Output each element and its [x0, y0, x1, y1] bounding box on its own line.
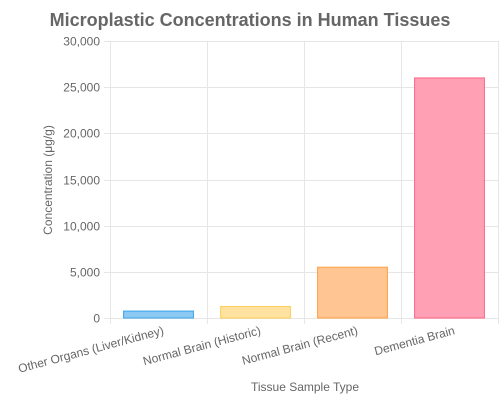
- y-axis-title: Concentration (μg/g): [41, 125, 55, 235]
- chart-title: Microplastic Concentrations in Human Tis…: [50, 10, 451, 30]
- y-tick-label: 15,000: [63, 174, 100, 188]
- grid-lines: [104, 41, 499, 324]
- x-tick-labels: Other Organs (Liver/Kidney)Normal Brain …: [17, 323, 457, 375]
- bar-0: [123, 310, 194, 319]
- y-tick-label: 0: [93, 312, 100, 326]
- x-axis-title: Tissue Sample Type: [251, 380, 359, 394]
- x-tick-label: Other Organs (Liver/Kidney): [17, 323, 166, 375]
- x-tick-label: Dementia Brain: [373, 323, 457, 358]
- bar-2: [317, 266, 388, 319]
- bars: [123, 77, 485, 319]
- y-tick-label: 5,000: [70, 266, 100, 280]
- bar-3: [414, 77, 485, 319]
- bar-1: [220, 305, 291, 319]
- y-tick-label: 30,000: [63, 35, 100, 49]
- y-tick-labels: 0 5,000 10,000 15,000 20,000 25,000 30,000: [63, 35, 100, 326]
- y-tick-label: 10,000: [63, 220, 100, 234]
- y-tick-label: 25,000: [63, 81, 100, 95]
- y-tick-label: 20,000: [63, 127, 100, 141]
